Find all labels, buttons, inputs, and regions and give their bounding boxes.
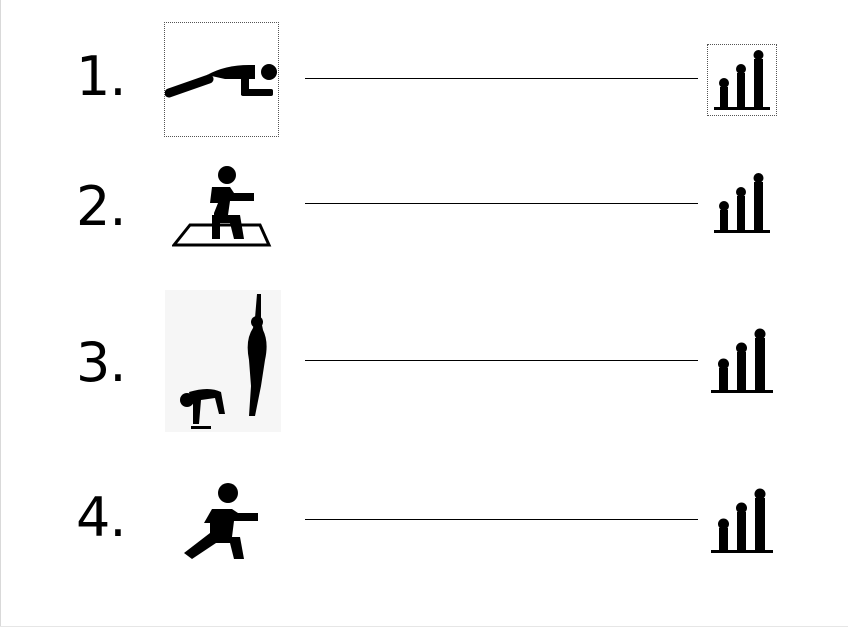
page-edge <box>0 0 1 627</box>
lunge-icon[interactable] <box>180 481 260 563</box>
answer-line-1[interactable] <box>305 78 698 80</box>
burpee-jump-icon[interactable] <box>165 290 281 432</box>
squat-icon[interactable] <box>172 163 272 251</box>
row-number-3: 3. <box>76 331 127 394</box>
answer-line-4[interactable] <box>305 519 698 521</box>
row-number-2: 2. <box>76 175 127 238</box>
level-icon-2[interactable] <box>712 172 772 236</box>
answer-line-2[interactable] <box>305 203 698 205</box>
level-icon-4[interactable] <box>709 486 775 556</box>
row-number-1: 1. <box>76 45 127 108</box>
plank-icon[interactable] <box>164 22 279 137</box>
level-icon-3[interactable] <box>709 326 775 396</box>
answer-line-3[interactable] <box>305 360 698 362</box>
row-number-4: 4. <box>76 486 127 549</box>
level-icon-1[interactable] <box>707 44 777 116</box>
